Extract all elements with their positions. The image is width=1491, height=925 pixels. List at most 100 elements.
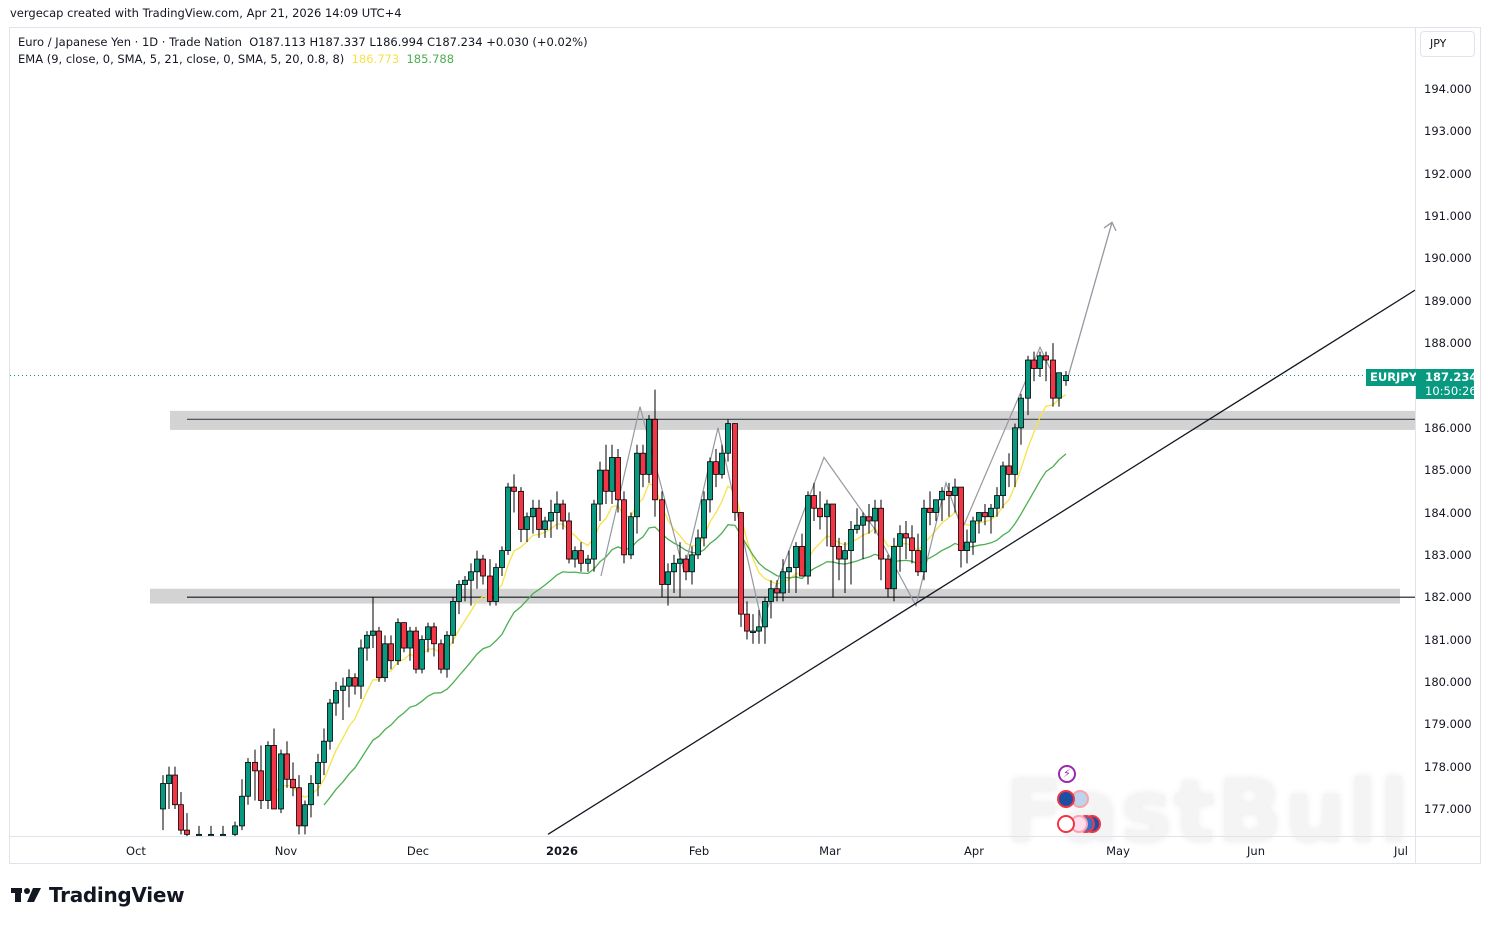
candle	[1063, 371, 1069, 386]
time-tick: Jul	[1394, 844, 1408, 858]
price-tick: 190.000	[1424, 251, 1472, 266]
candle	[160, 775, 166, 831]
time-axis-divider	[10, 836, 1480, 837]
support-zone[interactable]	[150, 588, 1400, 604]
candle	[897, 525, 903, 572]
candle	[659, 491, 665, 598]
candle	[885, 554, 891, 598]
candle	[438, 639, 444, 674]
candle	[921, 499, 927, 581]
currency-selector[interactable]: JPY	[1420, 31, 1475, 57]
price-tick: 188.000	[1424, 336, 1472, 351]
candle	[695, 529, 701, 560]
zigzag-pattern-line[interactable]	[600, 345, 1051, 625]
last-price-value: 187.234	[1425, 370, 1478, 384]
candle	[388, 635, 394, 670]
projection-arrowhead[interactable]	[1103, 221, 1117, 232]
candle	[756, 609, 762, 644]
candle	[358, 639, 364, 699]
candle	[750, 614, 756, 644]
candle	[774, 580, 780, 602]
time-tick: Feb	[688, 844, 710, 858]
candle	[964, 529, 970, 564]
candle	[976, 512, 982, 534]
ema-slow-line[interactable]	[323, 453, 1067, 806]
candle	[970, 516, 976, 555]
candle	[271, 728, 277, 810]
legend-symbol-title: Euro / Japanese Yen · 1D · Trade Nation	[18, 35, 242, 49]
candle	[518, 487, 524, 543]
candle	[340, 677, 346, 721]
projection-arrow[interactable]	[1067, 222, 1113, 378]
candle	[1006, 453, 1012, 488]
japan-flag-event-icon[interactable]	[1057, 815, 1075, 833]
candle	[245, 758, 251, 805]
candle	[744, 601, 750, 640]
candle	[891, 537, 897, 602]
chart-credit: vergecap created with TradingView.com, A…	[10, 6, 402, 20]
candle	[321, 728, 327, 776]
candle	[652, 389, 658, 517]
candle	[232, 821, 238, 836]
candle	[474, 550, 480, 589]
chart-frame	[9, 27, 1481, 864]
candle	[290, 762, 296, 797]
candle	[585, 554, 591, 572]
price-tick: 178.000	[1424, 759, 1472, 774]
candle	[958, 486, 964, 568]
candle	[352, 673, 358, 695]
candle	[701, 491, 707, 547]
candle	[615, 448, 621, 513]
candle	[1037, 351, 1043, 377]
price-tick: 181.000	[1424, 632, 1472, 647]
legend-ema-slow-value: 185.788	[406, 52, 455, 66]
resistance-zone[interactable]	[170, 410, 1415, 430]
tradingview-logo-text: TradingView	[49, 883, 185, 907]
candle	[713, 448, 719, 488]
candle	[982, 504, 988, 526]
lightning-event-icon[interactable]: ⚡	[1058, 765, 1076, 783]
candle	[315, 753, 321, 797]
candle	[284, 741, 290, 788]
ascending-trendline[interactable]	[547, 289, 1415, 835]
candle	[738, 512, 744, 627]
candle	[524, 512, 530, 543]
candle	[915, 533, 921, 577]
legend-ema-row[interactable]: EMA (9, close, 0, SMA, 5, 21, close, 0, …	[18, 51, 588, 68]
candle	[824, 499, 830, 547]
price-tick: 183.000	[1424, 547, 1472, 562]
candle	[444, 631, 450, 678]
candle	[265, 741, 271, 809]
candle	[554, 491, 560, 530]
price-tick: 182.000	[1424, 590, 1472, 605]
candle	[395, 618, 401, 665]
candle	[707, 457, 713, 513]
candle	[952, 478, 958, 513]
candle	[578, 542, 584, 572]
candle	[450, 597, 456, 644]
candle	[591, 499, 597, 572]
candle	[1043, 351, 1049, 382]
candle	[848, 520, 854, 585]
time-tick: May	[1106, 844, 1130, 858]
tradingview-logo[interactable]: TradingView	[11, 883, 185, 907]
candle	[166, 766, 172, 809]
eu-flag-event-icon[interactable]	[1057, 790, 1075, 808]
candle	[252, 749, 258, 801]
candle	[854, 508, 860, 534]
price-chart-canvas[interactable]	[10, 28, 1415, 836]
candle	[732, 423, 738, 521]
candle	[878, 499, 884, 581]
time-tick: Oct	[126, 844, 146, 858]
price-tick: 186.000	[1424, 420, 1472, 435]
legend-symbol-row[interactable]: Euro / Japanese Yen · 1D · Trade Nation …	[18, 34, 588, 51]
candle	[220, 825, 226, 836]
candle	[1031, 351, 1037, 382]
candle	[927, 491, 933, 526]
symbol-label: EURJPY	[1366, 369, 1422, 386]
candle	[933, 499, 939, 521]
candle	[811, 482, 817, 521]
price-tick: 194.000	[1424, 82, 1472, 96]
candle	[603, 444, 609, 505]
time-tick: Apr	[964, 844, 984, 858]
